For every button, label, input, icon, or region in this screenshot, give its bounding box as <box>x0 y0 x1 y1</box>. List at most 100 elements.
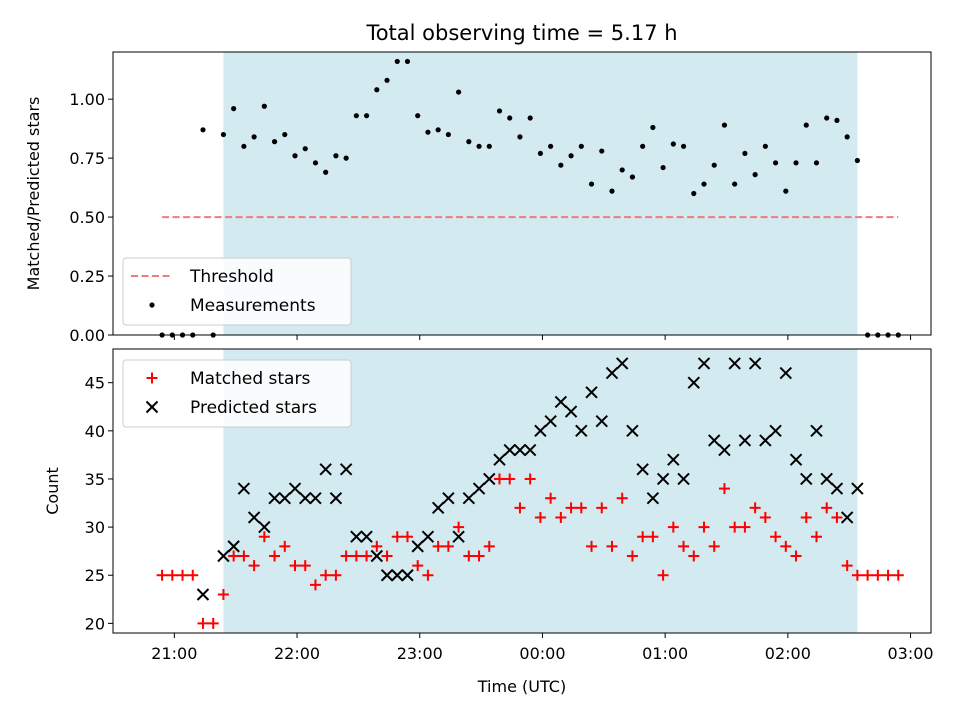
cross-b <box>708 434 721 447</box>
predicted-star-point <box>687 376 700 389</box>
cross-b <box>309 492 322 505</box>
predicted-star-point <box>350 530 363 543</box>
cross-b <box>411 540 424 553</box>
matched-star-point <box>718 483 730 495</box>
measurement-point <box>772 160 779 166</box>
matched-star-point <box>647 531 659 543</box>
x-axis-label: Time (UTC) <box>477 677 566 696</box>
measurement-point <box>629 174 636 180</box>
cross-b <box>217 549 230 563</box>
matched-star-point <box>637 531 649 543</box>
cross-b <box>319 463 332 476</box>
matched-star-point <box>166 569 178 581</box>
cross-b <box>779 366 793 380</box>
legend-predicted-swatch <box>145 400 159 414</box>
matched-star-point <box>228 550 240 562</box>
measurement-point <box>261 103 267 109</box>
matched-star-point <box>882 569 894 581</box>
matched-star-point <box>524 473 536 485</box>
top-legend-box <box>122 257 352 326</box>
predicted-star-point <box>329 492 343 505</box>
matched-star-point <box>197 617 209 629</box>
matched-star-point <box>330 569 342 581</box>
bottom-y-axis-label: Count <box>43 467 62 515</box>
measurement-point <box>241 143 247 149</box>
measurement-point <box>844 134 850 140</box>
predicted-star-point <box>615 357 629 370</box>
measurement-point <box>834 117 840 123</box>
predicted-star-point <box>431 501 445 515</box>
matched-star-point <box>555 511 567 523</box>
bottom-frame <box>112 348 932 634</box>
cross-b <box>738 434 752 447</box>
x-tick-label: 00:00 <box>519 644 565 663</box>
matched-star-point <box>177 569 189 581</box>
matched-star-point <box>841 560 853 572</box>
matched-star-point <box>821 502 833 514</box>
matched-star-point <box>340 550 352 562</box>
cross-b <box>350 530 363 543</box>
top-y-axis-label: Matched/Predicted stars <box>24 97 43 291</box>
top-panel: 0.00 0.25 0.50 0.75 1.00 Total observing tim… <box>24 21 932 345</box>
cross-b <box>564 405 578 418</box>
cross-b <box>534 424 547 438</box>
predicted-star-point <box>391 569 404 582</box>
measurement-point <box>323 169 329 175</box>
cross-b <box>851 482 864 495</box>
measurement-point <box>599 148 605 154</box>
cross-b <box>769 424 782 438</box>
cross-b <box>483 472 496 486</box>
measurement-point <box>466 139 472 145</box>
measurement-point <box>670 141 676 147</box>
cross-b <box>329 492 343 505</box>
cross-b <box>697 357 711 370</box>
measurement-point <box>486 143 492 149</box>
predicted-star-point <box>585 386 598 399</box>
measurement-point <box>507 115 513 121</box>
top-legend: Threshold Measurements <box>122 257 352 326</box>
cross-b <box>421 530 435 543</box>
measurement-point <box>394 58 400 65</box>
cross-b <box>575 424 588 438</box>
measurement-point <box>854 157 860 164</box>
matched-star-point <box>453 521 465 533</box>
predicted-star-point <box>483 472 496 486</box>
measurement-point <box>650 124 656 131</box>
measurement-points <box>159 58 901 338</box>
matched-star-point <box>678 540 690 552</box>
predicted-star-point <box>677 472 690 486</box>
matched-star-point <box>851 569 863 581</box>
matched-star-point <box>391 531 403 543</box>
cross-b <box>626 424 639 438</box>
cross-b <box>810 424 823 438</box>
matched-star-point <box>749 502 761 514</box>
measurement-point <box>640 143 646 149</box>
predicted-star-point <box>534 424 547 438</box>
measurement-point <box>282 131 288 138</box>
top-x-ticks <box>173 335 912 340</box>
matched-star-point <box>606 540 618 552</box>
matched-star-point <box>596 502 608 514</box>
cross-b <box>636 463 649 476</box>
predicted-star-point <box>840 511 854 524</box>
chart-title: Total observing time = 5.17 h <box>365 21 677 45</box>
predicted-star-point <box>503 443 516 457</box>
matched-star-point <box>790 550 802 562</box>
matched-star-point <box>534 511 546 523</box>
cross-b <box>391 569 404 582</box>
measurement-point <box>568 153 574 159</box>
cross-b <box>288 482 302 495</box>
predicted-star-point <box>626 424 639 438</box>
matched-star-point <box>422 569 434 581</box>
predicted-star-point <box>728 357 741 370</box>
predicted-star-point <box>513 443 527 457</box>
measurement-point <box>660 164 666 171</box>
matched-star-point <box>299 560 311 572</box>
cross-b <box>748 357 762 370</box>
cross-b <box>759 434 772 447</box>
predicted-star-point <box>258 520 271 534</box>
legend-cross-marker <box>145 400 159 414</box>
measurement-point <box>824 115 830 121</box>
predicted-star-point <box>667 453 680 466</box>
